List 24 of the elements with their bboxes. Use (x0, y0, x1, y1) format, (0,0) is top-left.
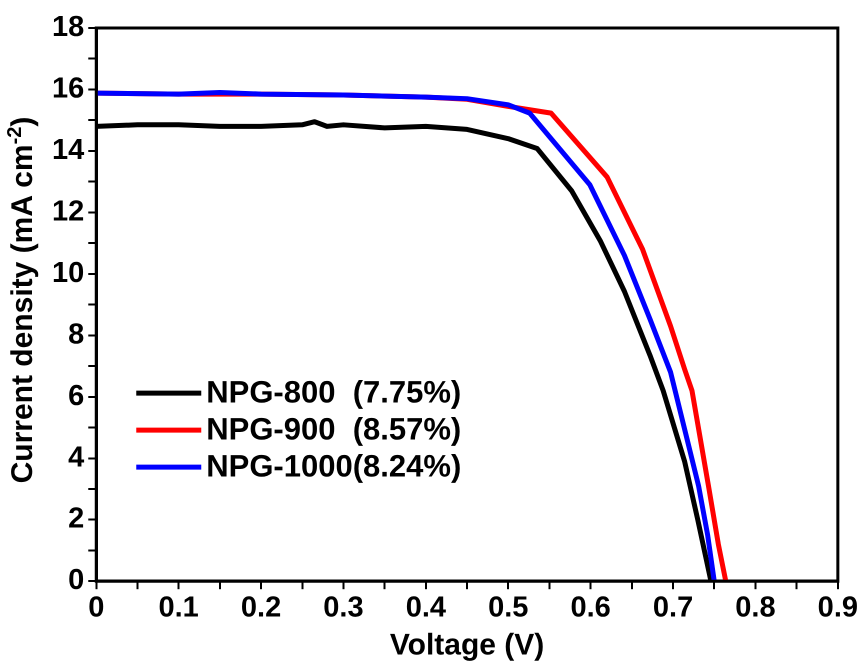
x-tick-label: 0.2 (240, 592, 282, 624)
y-tick-label: 8 (68, 318, 84, 350)
legend-label: NPG-1000(8.24%) (206, 448, 462, 484)
x-tick-label: 0.3 (323, 592, 364, 624)
y-tick-label: 6 (68, 380, 84, 412)
legend-label: NPG-900 (8.57%) (206, 412, 462, 447)
x-tick-label: 0.5 (488, 592, 528, 624)
legend-label: NPG-800 (7.75%) (206, 374, 462, 410)
y-tick-label: 10 (52, 256, 84, 289)
x-tick-label: 0.1 (158, 592, 199, 624)
y-tick-label: 2 (68, 502, 84, 535)
y-tick-label: 4 (68, 441, 84, 474)
x-tick-label: 0 (88, 592, 104, 624)
x-tick-label: 0.6 (570, 592, 611, 624)
y-tick-label: 16 (52, 72, 84, 104)
y-tick-label: 0 (68, 564, 84, 596)
x-axis-title: Voltage (V) (390, 628, 544, 662)
x-tick-label: 0.8 (735, 592, 776, 624)
x-tick-label: 0.9 (818, 592, 858, 624)
y-tick-label: 12 (52, 195, 84, 228)
y-tick-label: 14 (52, 134, 84, 166)
y-tick-label: 18 (52, 11, 84, 43)
x-tick-label: 0.7 (652, 592, 694, 624)
x-tick-label: 0.4 (406, 592, 446, 624)
